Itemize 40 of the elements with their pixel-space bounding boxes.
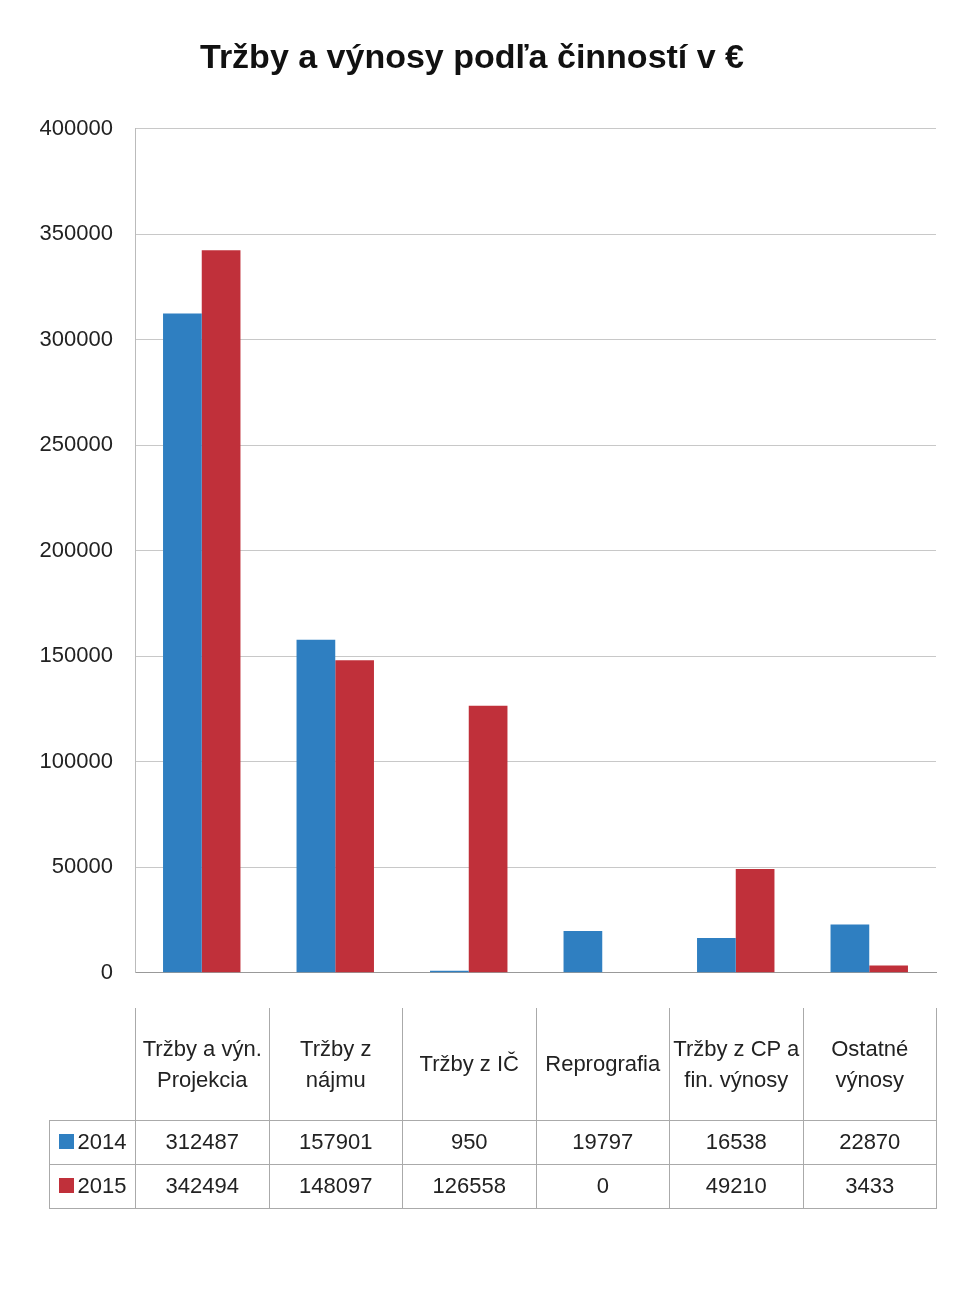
bar <box>296 639 336 973</box>
data-label: 16538 <box>669 1120 803 1164</box>
y-tick-label: 400000 <box>39 114 113 140</box>
legend-label: 2015 <box>77 1173 127 1198</box>
y-tick-label: 0 <box>100 958 113 984</box>
chart-title: Tržby a výnosy podľa činností v € <box>199 36 745 75</box>
data-label: 148097 <box>269 1164 403 1208</box>
bar <box>335 660 374 973</box>
data-label: 22870 <box>803 1120 937 1164</box>
x-tick-label: Tržby z CP a fin. výnosy <box>669 1008 803 1120</box>
bar <box>735 868 775 973</box>
x-tick-label: Ostatné výnosy <box>803 1008 937 1120</box>
data-label: 126558 <box>402 1164 536 1208</box>
x-tick-label: Tržby z nájmu <box>269 1008 403 1120</box>
data-label: 950 <box>402 1120 536 1164</box>
bar <box>468 705 508 973</box>
legend-label: 2014 <box>77 1129 127 1154</box>
y-tick-label: 50000 <box>51 853 113 879</box>
data-label: 312487 <box>135 1120 269 1164</box>
data-label: 19797 <box>536 1120 670 1164</box>
y-tick-label: 350000 <box>39 220 113 246</box>
bar <box>163 313 202 973</box>
x-tick-label: Tržby a výn. Projekcia <box>135 1008 269 1120</box>
bar <box>201 250 241 973</box>
y-tick-label: 250000 <box>39 431 113 457</box>
data-label: 0 <box>536 1164 670 1208</box>
y-tick-label: 300000 <box>39 325 113 351</box>
x-tick-label: Reprografia <box>536 1008 670 1120</box>
bar <box>869 965 908 973</box>
data-label: 3433 <box>803 1164 937 1208</box>
y-tick-label: 150000 <box>39 642 113 668</box>
bar <box>563 931 603 973</box>
data-label: 157901 <box>269 1120 403 1164</box>
y-tick-label: 200000 <box>39 536 113 562</box>
data-label: 342494 <box>135 1164 269 1208</box>
bar <box>697 937 736 973</box>
data-label: 49210 <box>669 1164 803 1208</box>
x-tick-label: Tržby z IČ <box>402 1008 536 1120</box>
bar <box>830 924 870 973</box>
y-tick-label: 100000 <box>39 747 113 773</box>
